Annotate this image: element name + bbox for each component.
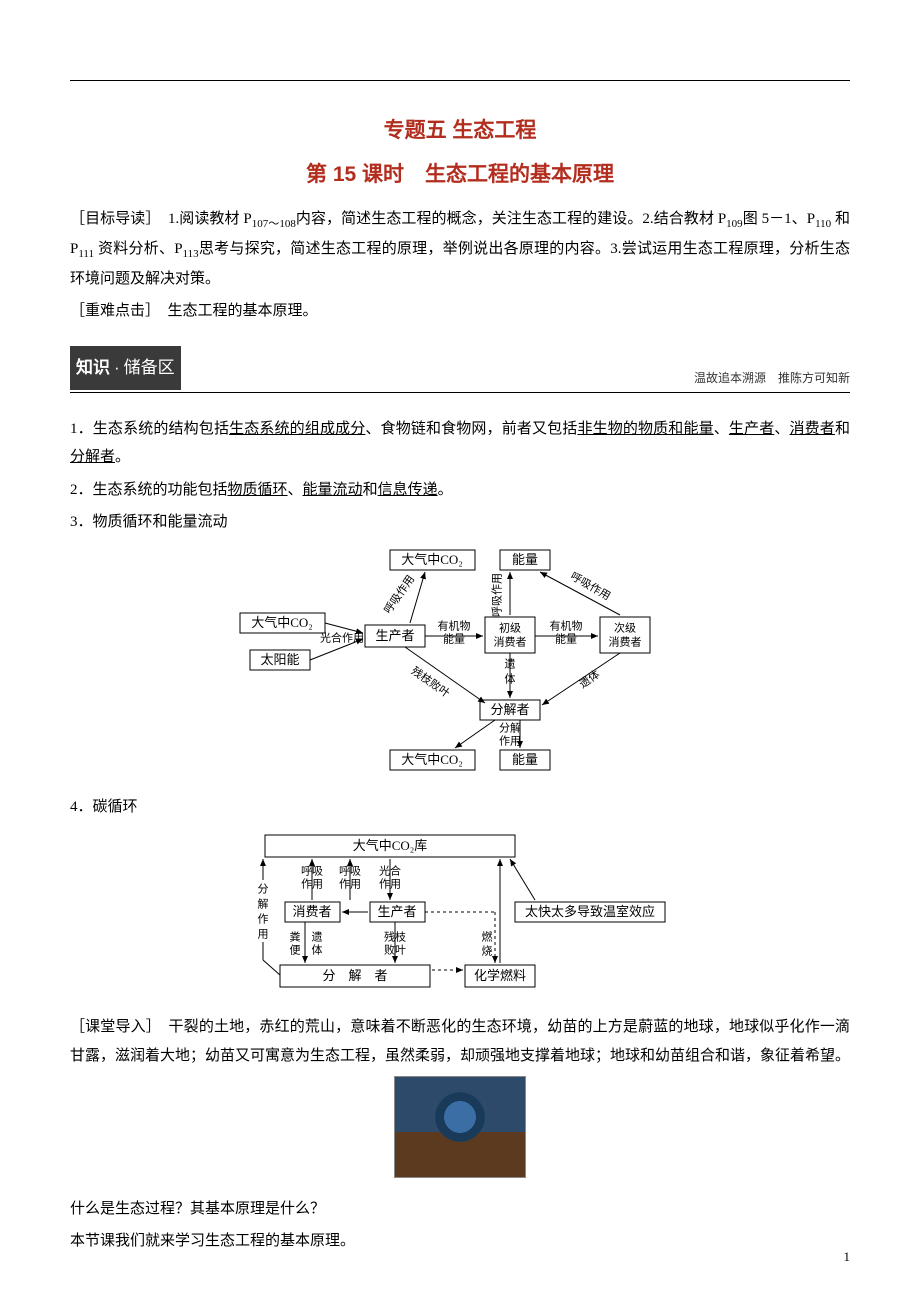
svg-text:解: 解: [258, 896, 269, 910]
lesson-title: 第 15 课时 生态工程的基本原理: [70, 155, 850, 195]
svg-text:次级: 次级: [614, 620, 636, 634]
page-number: 1: [844, 1245, 851, 1270]
chapter-title: 专题五 生态工程: [70, 111, 850, 151]
svg-text:化学燃料: 化学燃料: [474, 968, 526, 983]
svg-text:分解者: 分解者: [490, 702, 529, 717]
point-1: 1．生态系统的结构包括生态系统的组成成分、食物链和食物网，前者又包括非生物的物质…: [70, 415, 850, 472]
svg-text:作用: 作用: [301, 877, 323, 890]
svg-text:呼吸作用: 呼吸作用: [491, 573, 504, 617]
banner-motto: 温故追本溯源 推陈方可知新: [694, 367, 850, 390]
svg-text:便: 便: [290, 943, 301, 956]
point-2: 2．生态系统的功能包括物质循环、能量流动和信息传递。: [70, 476, 850, 505]
top-rule: [70, 80, 850, 81]
svg-text:燃: 燃: [482, 929, 493, 943]
diagram-carbon-cycle: 大气中CO₂库 消费者 生产者 太快太多导致温室效应 分 解 者 化学燃料 呼吸…: [70, 830, 850, 1006]
svg-text:生产者: 生产者: [377, 904, 416, 919]
difficult-label: ［重难点击］: [70, 303, 153, 319]
svg-text:作: 作: [258, 912, 269, 925]
svg-text:大气中CO₂: 大气中CO₂: [401, 752, 463, 767]
svg-text:能量: 能量: [512, 552, 538, 567]
svg-text:能量: 能量: [555, 631, 577, 645]
svg-text:呼吸: 呼吸: [339, 864, 361, 877]
svg-text:遗体: 遗体: [576, 667, 602, 691]
svg-text:败叶: 败叶: [384, 942, 406, 956]
diagram-energy-flow: 大气中CO₂ 能量 大气中CO₂ 太阳能 生产者 初级 消费者 次级 消费者 分…: [70, 545, 850, 786]
svg-text:烧: 烧: [482, 944, 493, 957]
question-1: 什么是生态过程？其基本原理是什么？: [70, 1195, 850, 1224]
svg-text:大气中CO₂: 大气中CO₂: [251, 615, 313, 630]
svg-text:残枝败叶: 残枝败叶: [409, 663, 453, 700]
svg-text:用: 用: [258, 928, 269, 940]
banner-tag: 知识·储备区: [70, 346, 181, 390]
difficult-paragraph: ［重难点击］ 生态工程的基本原理。: [70, 297, 850, 326]
svg-text:太阳能: 太阳能: [260, 652, 299, 667]
question-2: 本节课我们就来学习生态工程的基本原理。: [70, 1227, 850, 1256]
svg-text:消费者: 消费者: [609, 634, 642, 648]
lecture-paragraph: ［课堂导入］ 干裂的土地，赤红的荒山，意味着不断恶化的生态环境，幼苗的上方是蔚蓝…: [70, 1013, 850, 1070]
svg-text:分解: 分解: [499, 720, 521, 734]
photo-earth-seedling: [70, 1076, 850, 1189]
photo-placeholder: [394, 1076, 526, 1178]
svg-text:消费者: 消费者: [292, 904, 331, 919]
svg-text:光合: 光合: [379, 863, 401, 877]
svg-text:作用: 作用: [379, 877, 401, 890]
svg-text:残枝: 残枝: [384, 929, 406, 943]
svg-text:体: 体: [312, 942, 323, 956]
svg-text:光合作用: 光合作用: [320, 630, 364, 644]
svg-text:体: 体: [505, 671, 516, 685]
guide-label: ［目标导读］: [70, 211, 153, 227]
svg-text:呼吸作用: 呼吸作用: [381, 573, 417, 616]
svg-text:消费者: 消费者: [494, 634, 527, 648]
svg-text:能量: 能量: [443, 631, 465, 645]
svg-text:太快太多导致温室效应: 太快太多导致温室效应: [525, 904, 655, 919]
svg-text:呼吸作用: 呼吸作用: [568, 569, 613, 602]
svg-text:呼吸: 呼吸: [301, 864, 323, 877]
svg-text:遗: 遗: [312, 929, 323, 943]
svg-text:遗: 遗: [505, 656, 516, 670]
svg-text:粪: 粪: [290, 929, 301, 943]
point-3: 3．物质循环和能量流动: [70, 508, 850, 537]
point-4: 4．碳循环: [70, 793, 850, 822]
svg-text:大气中CO₂: 大气中CO₂: [401, 552, 463, 567]
svg-text:作用: 作用: [499, 734, 521, 747]
svg-text:分 解 者: 分 解 者: [322, 968, 387, 983]
guide-paragraph: ［目标导读］ 1.阅读教材 P107～108内容，简述生态工程的概念，关注生态工…: [70, 205, 850, 293]
svg-text:初级: 初级: [499, 620, 521, 634]
svg-text:分: 分: [258, 882, 269, 895]
svg-text:大气中CO₂库: 大气中CO₂库: [353, 838, 428, 853]
svg-text:有机物: 有机物: [438, 618, 471, 632]
lecture-label: ［课堂导入］: [70, 1019, 153, 1035]
knowledge-banner: 知识·储备区 温故追本溯源 推陈方可知新: [70, 346, 850, 393]
svg-text:能量: 能量: [512, 752, 538, 767]
svg-text:作用: 作用: [339, 877, 361, 890]
svg-text:有机物: 有机物: [550, 618, 583, 632]
svg-text:生产者: 生产者: [375, 628, 414, 643]
